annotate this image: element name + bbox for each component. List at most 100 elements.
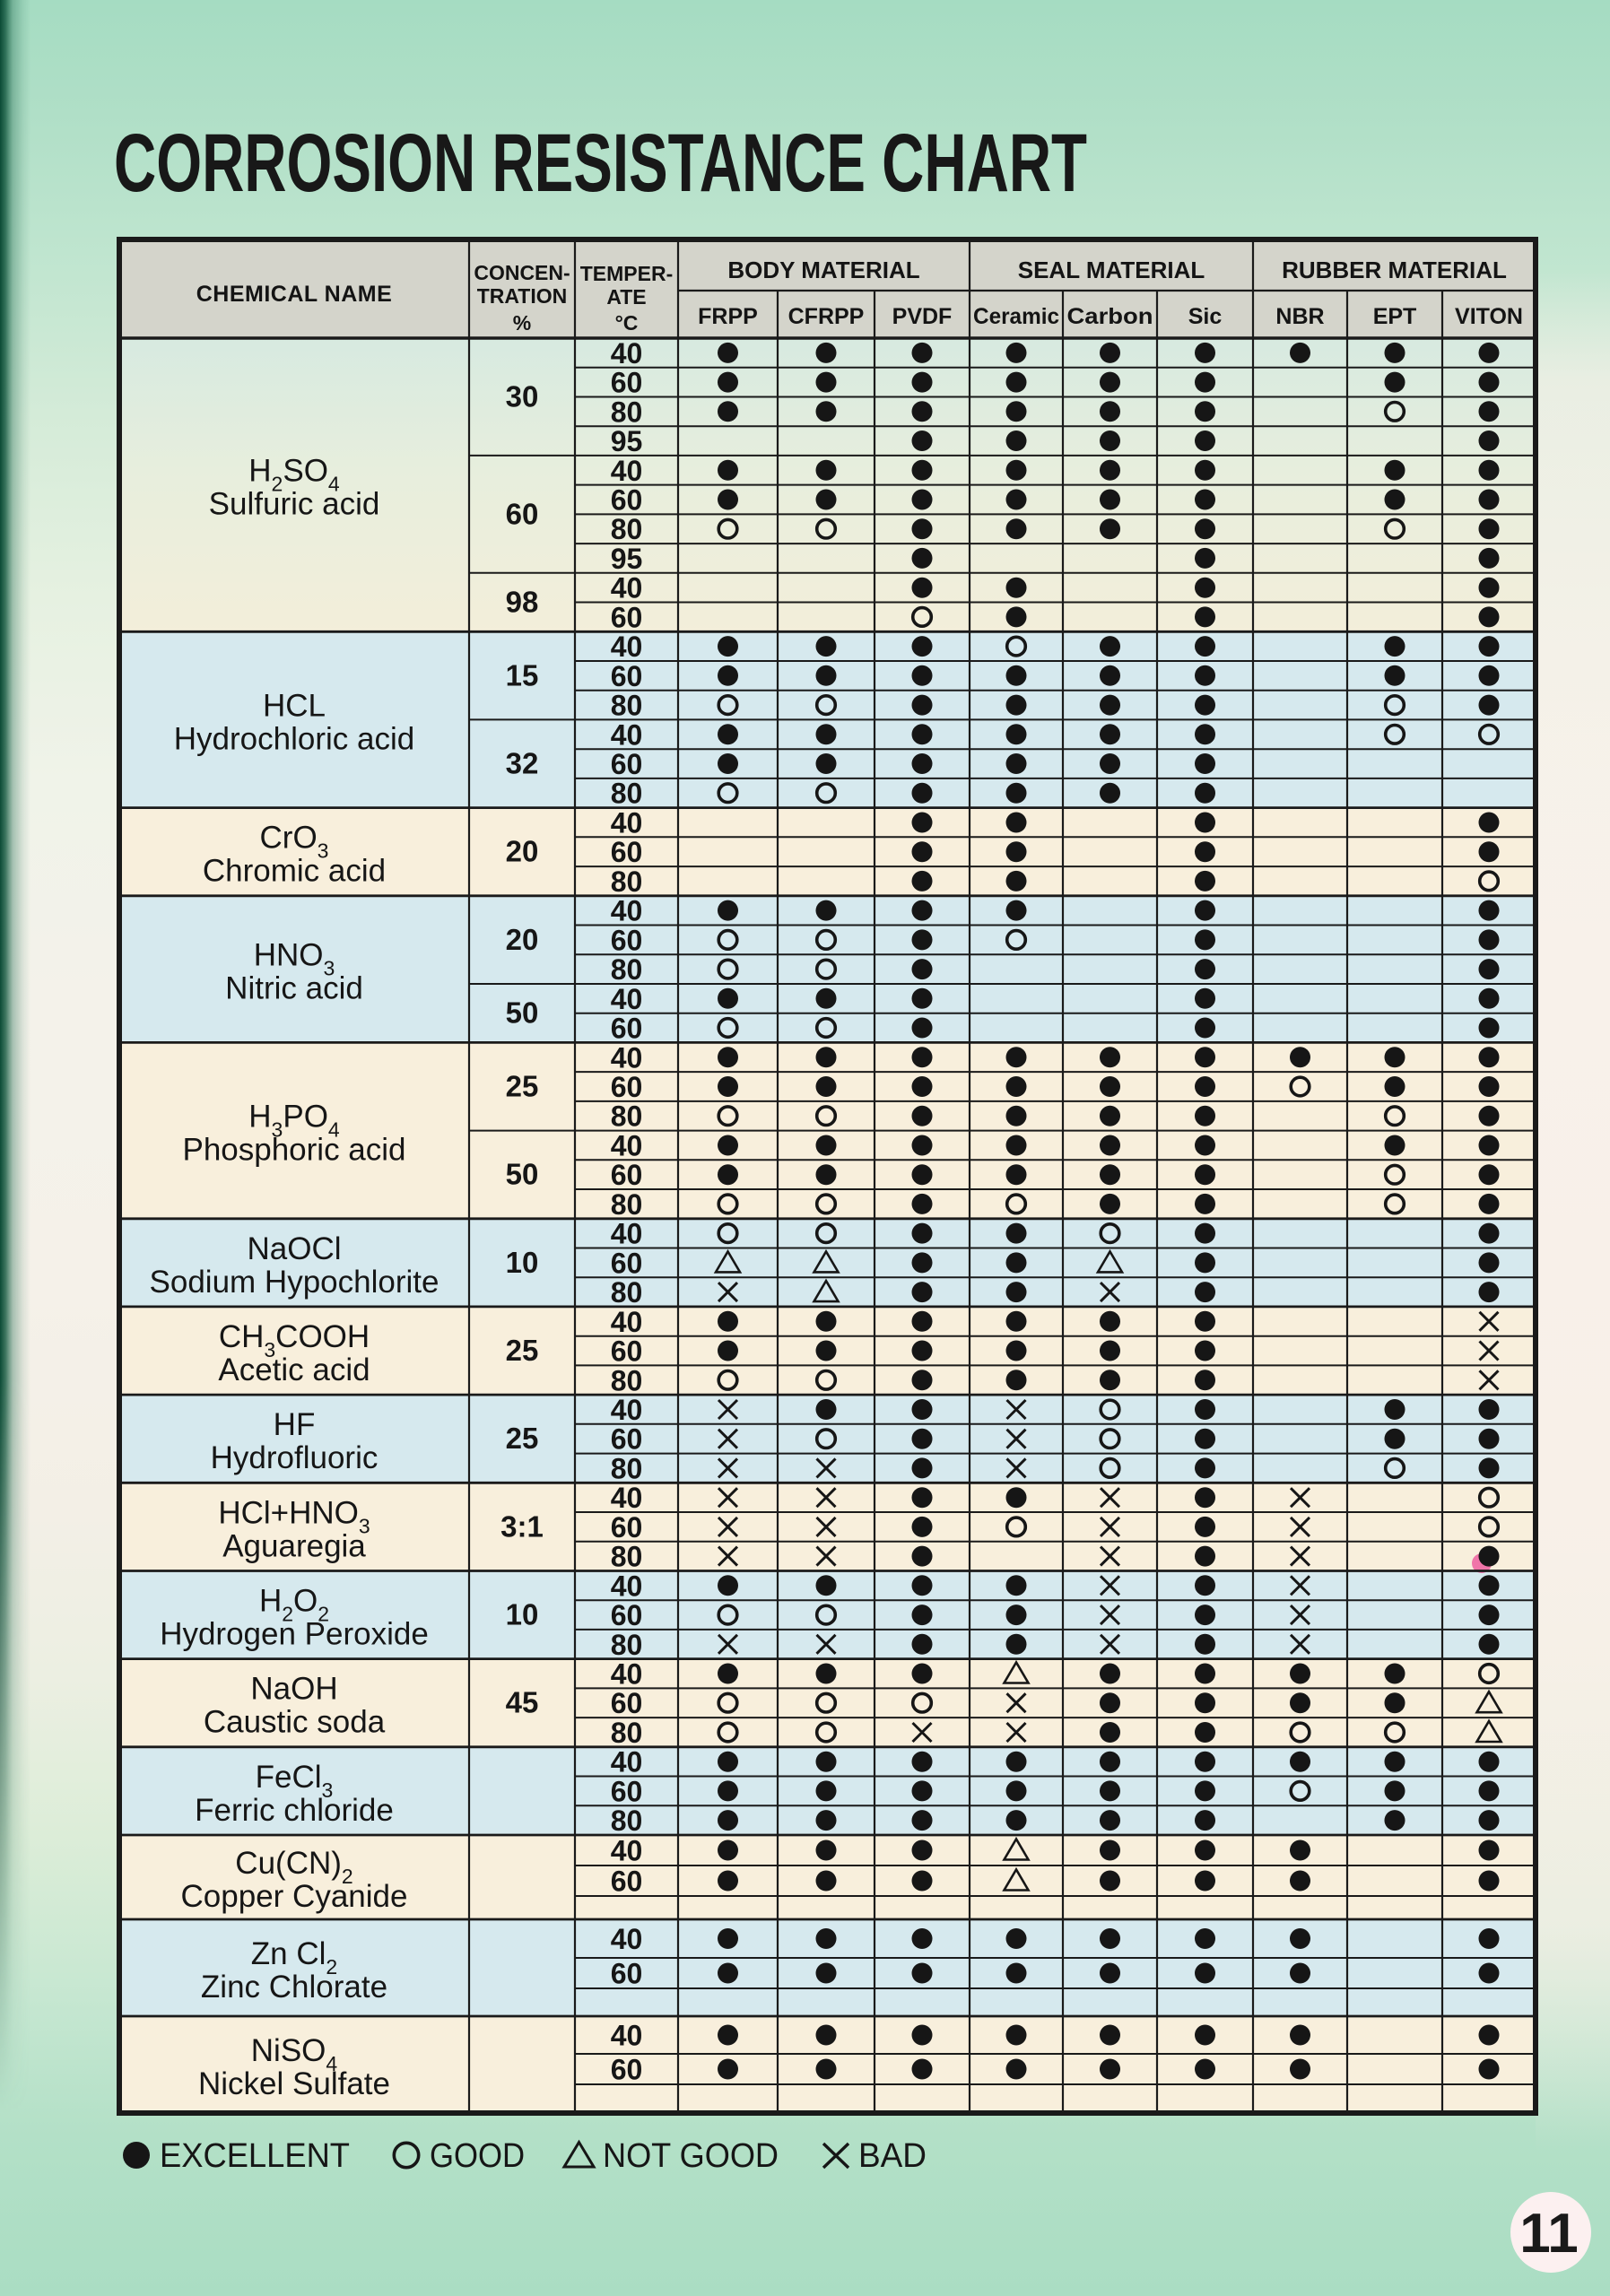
- svg-text:45: 45: [506, 1686, 539, 1719]
- svg-text:VITON: VITON: [1455, 304, 1523, 329]
- svg-text:10: 10: [506, 1598, 539, 1631]
- svg-text:60: 60: [611, 836, 643, 868]
- svg-text:CORROSION RESISTANCE CHART: CORROSION RESISTANCE CHART: [114, 117, 1087, 209]
- svg-text:NiSO4​: NiSO4​: [251, 2033, 338, 2075]
- svg-text:60: 60: [611, 1687, 643, 1719]
- svg-text:Cu(CN)2​: Cu(CN)2​: [235, 1846, 352, 1888]
- svg-text:60: 60: [611, 1013, 643, 1045]
- svg-text:80: 80: [611, 1541, 643, 1573]
- svg-text:PVDF: PVDF: [892, 304, 953, 329]
- svg-text:FRPP: FRPP: [698, 304, 758, 329]
- svg-text:20: 20: [506, 923, 539, 956]
- svg-text:EPT: EPT: [1373, 304, 1417, 329]
- svg-text:80: 80: [611, 1188, 643, 1221]
- svg-text:15: 15: [506, 658, 539, 691]
- svg-text:Ceramic: Ceramic: [973, 304, 1059, 329]
- svg-text:40: 40: [611, 1746, 643, 1779]
- svg-text:60: 60: [611, 924, 643, 956]
- svg-text:Hydrofluoric: Hydrofluoric: [211, 1440, 379, 1475]
- svg-text:40: 40: [611, 1482, 643, 1514]
- svg-text:TRATION: TRATION: [477, 284, 568, 308]
- svg-text:Copper Cyanide: Copper Cyanide: [181, 1879, 408, 1914]
- svg-text:60: 60: [611, 1866, 643, 1898]
- svg-text:11: 11: [1519, 2203, 1579, 2265]
- svg-text:95: 95: [611, 543, 643, 575]
- svg-text:50: 50: [506, 1158, 539, 1191]
- svg-text:40: 40: [611, 895, 643, 927]
- svg-text:Zn Cl2​: Zn Cl2​: [251, 1936, 337, 1979]
- svg-text:CH3​COOH: CH3​COOH: [219, 1319, 370, 1361]
- svg-text:NaOCl: NaOCl: [247, 1231, 341, 1266]
- svg-text:60: 60: [611, 1599, 643, 1631]
- svg-text:Caustic soda: Caustic soda: [204, 1705, 386, 1740]
- svg-text:80: 80: [611, 1100, 643, 1133]
- svg-text:Aguaregia: Aguaregia: [222, 1528, 366, 1563]
- svg-text:80: 80: [611, 1805, 643, 1837]
- svg-text:°C: °C: [615, 311, 639, 335]
- svg-text:40: 40: [611, 1306, 643, 1338]
- svg-text:40: 40: [611, 1570, 643, 1602]
- svg-text:80: 80: [611, 865, 643, 898]
- svg-text:%: %: [513, 311, 531, 335]
- svg-text:40: 40: [611, 983, 643, 1015]
- svg-text:40: 40: [611, 807, 643, 839]
- svg-text:40: 40: [611, 1041, 643, 1074]
- svg-text:ATE: ATE: [606, 285, 646, 309]
- svg-text:SEAL MATERIAL: SEAL MATERIAL: [1018, 257, 1205, 283]
- svg-text:RUBBER MATERIAL: RUBBER MATERIAL: [1282, 257, 1507, 283]
- svg-text:40: 40: [611, 2020, 643, 2052]
- svg-text:BODY MATERIAL: BODY MATERIAL: [727, 257, 919, 283]
- svg-text:TEMPER-: TEMPER-: [580, 262, 674, 285]
- svg-text:20: 20: [506, 835, 539, 868]
- svg-text:60: 60: [611, 1335, 643, 1368]
- svg-text:Nickel Sulfate: Nickel Sulfate: [198, 2066, 390, 2101]
- svg-text:H3​PO4​: H3​PO4​: [248, 1100, 340, 1142]
- svg-text:40: 40: [611, 337, 643, 370]
- svg-text:HCL: HCL: [263, 688, 326, 723]
- svg-text:40: 40: [611, 1923, 643, 1955]
- svg-text:Ferric chloride: Ferric chloride: [195, 1793, 394, 1828]
- svg-text:FeCl3​: FeCl3​: [256, 1760, 334, 1802]
- svg-text:BAD: BAD: [858, 2137, 927, 2175]
- svg-text:60: 60: [506, 497, 539, 530]
- svg-text:40: 40: [611, 1835, 643, 1867]
- svg-text:Chromic acid: Chromic acid: [203, 854, 386, 889]
- svg-text:NOT GOOD: NOT GOOD: [603, 2137, 779, 2175]
- svg-text:60: 60: [611, 601, 643, 633]
- svg-text:40: 40: [611, 1130, 643, 1162]
- svg-text:80: 80: [611, 953, 643, 986]
- svg-text:32: 32: [506, 747, 539, 780]
- svg-text:Nitric acid: Nitric acid: [225, 971, 363, 1006]
- svg-text:60: 60: [611, 484, 643, 517]
- svg-text:3:1: 3:1: [500, 1509, 544, 1543]
- svg-text:80: 80: [611, 1452, 643, 1484]
- svg-text:HCl+HNO3​: HCl+HNO3​: [218, 1495, 370, 1537]
- svg-text:Sulfuric acid: Sulfuric acid: [209, 487, 380, 522]
- svg-text:EXCELLENT: EXCELLENT: [160, 2137, 350, 2175]
- svg-text:80: 80: [611, 513, 643, 545]
- svg-text:Carbon: Carbon: [1067, 304, 1153, 329]
- svg-text:40: 40: [611, 631, 643, 663]
- svg-text:40: 40: [611, 1658, 643, 1691]
- svg-text:25: 25: [506, 1422, 539, 1455]
- svg-text:80: 80: [611, 396, 643, 428]
- svg-text:60: 60: [611, 1159, 643, 1191]
- svg-text:Hydrogen Peroxide: Hydrogen Peroxide: [160, 1617, 429, 1652]
- svg-text:40: 40: [611, 455, 643, 487]
- svg-text:Phosphoric acid: Phosphoric acid: [182, 1133, 405, 1168]
- svg-text:Sic: Sic: [1188, 304, 1223, 329]
- svg-text:25: 25: [506, 1334, 539, 1367]
- svg-text:Hydrochloric acid: Hydrochloric acid: [174, 721, 414, 756]
- svg-text:60: 60: [611, 2054, 643, 2086]
- svg-text:80: 80: [611, 1629, 643, 1661]
- svg-text:40: 40: [611, 572, 643, 604]
- svg-text:Acetic acid: Acetic acid: [218, 1352, 370, 1387]
- svg-text:NBR: NBR: [1275, 304, 1324, 329]
- svg-text:CHEMICAL NAME: CHEMICAL NAME: [196, 282, 393, 307]
- svg-text:NaOH: NaOH: [250, 1672, 337, 1707]
- svg-text:HNO3​: HNO3​: [254, 938, 335, 980]
- svg-text:98: 98: [506, 586, 539, 619]
- svg-text:60: 60: [611, 1423, 643, 1456]
- svg-text:60: 60: [611, 367, 643, 399]
- svg-text:CFRPP: CFRPP: [788, 304, 865, 329]
